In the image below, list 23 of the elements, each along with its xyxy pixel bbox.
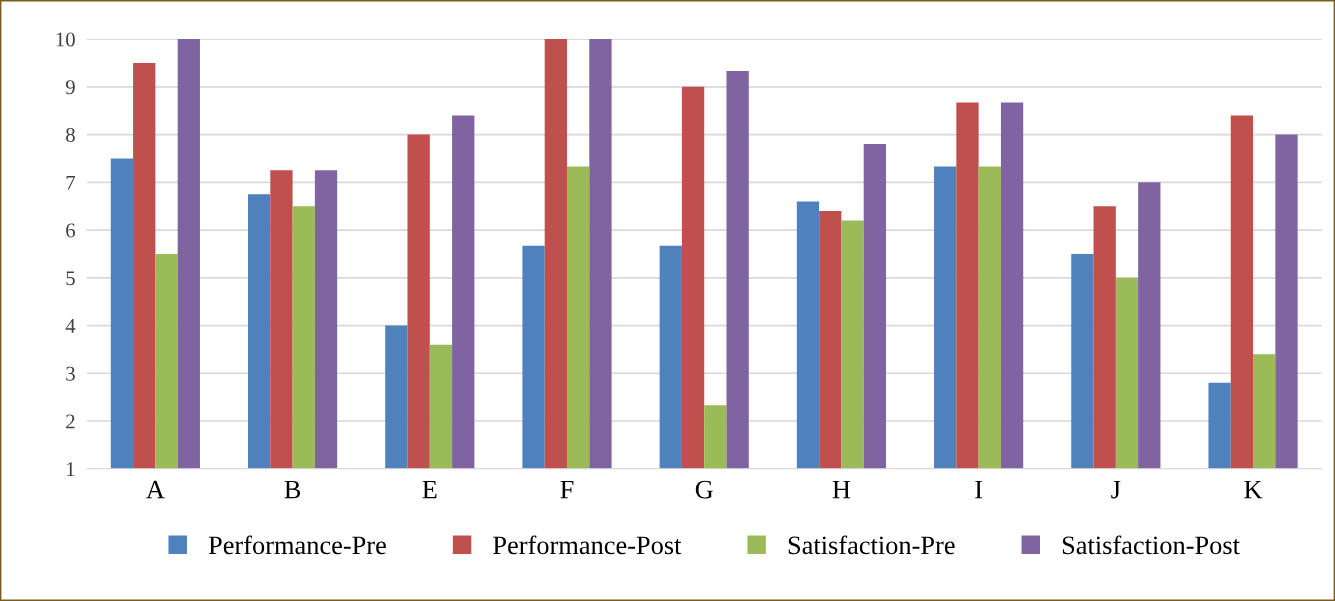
x-tick-label: F [560, 480, 574, 499]
y-tick-label: 10 [56, 32, 75, 47]
y-tick-label: 7 [66, 175, 76, 190]
y-tick-label: 6 [66, 223, 76, 238]
x-tick-label: B [284, 480, 301, 499]
y-tick-label: 1 [67, 462, 75, 477]
x-tick-label: A [146, 480, 165, 499]
x-tick-label: I [975, 480, 983, 499]
legend-label: Performance-Pre [208, 535, 386, 555]
y-tick-label: 4 [65, 319, 76, 333]
y-tick-label: 8 [66, 127, 75, 142]
x-tick-label: H [832, 480, 851, 499]
legend-label: Performance-Post [493, 535, 682, 555]
y-tick-label: 3 [66, 366, 75, 381]
x-tick-label: J [1111, 480, 1121, 499]
x-tick-label: E [422, 480, 437, 499]
y-tick-label: 2 [66, 414, 75, 429]
x-tick-label: K [1244, 480, 1263, 499]
legend-label: Satisfaction-Post [1062, 535, 1240, 555]
y-tick-label: 5 [66, 271, 75, 286]
y-tick-label: 9 [65, 80, 75, 95]
x-tick-label: G [695, 480, 713, 499]
legend-label: Satisfaction-Pre [788, 535, 955, 555]
